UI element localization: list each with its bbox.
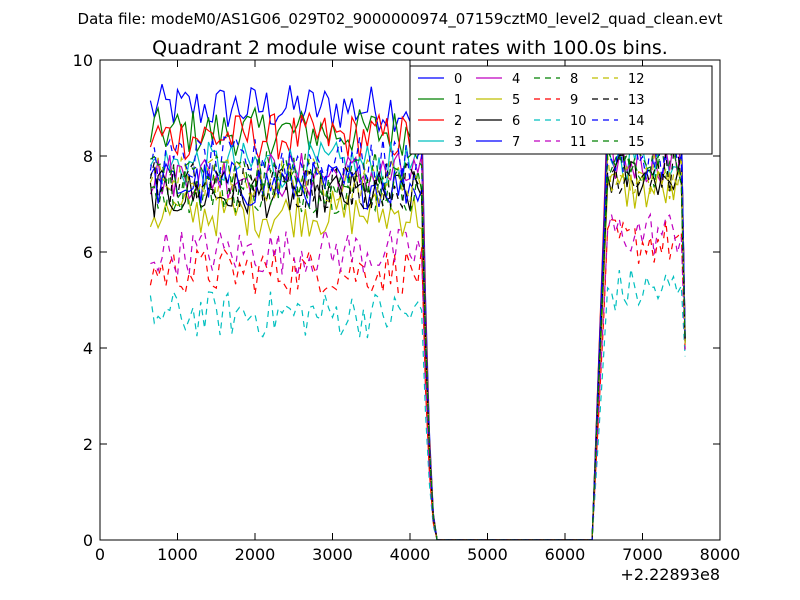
legend-label: 5 bbox=[512, 93, 520, 108]
legend-label: 12 bbox=[628, 72, 645, 87]
x-tick-label: 6000 bbox=[545, 545, 586, 564]
legend-label: 10 bbox=[570, 114, 587, 129]
x-tick-label: 2000 bbox=[235, 545, 276, 564]
x-offset-label: +2.22893e8 bbox=[620, 565, 720, 584]
data-file-suptitle: Data file: modeM0/AS1G06_029T02_90000009… bbox=[78, 10, 723, 29]
x-tick-label: 0 bbox=[95, 545, 105, 564]
legend-label: 7 bbox=[512, 135, 520, 150]
x-tick-label: 5000 bbox=[467, 545, 508, 564]
legend-label: 13 bbox=[628, 93, 645, 108]
x-tick-label: 3000 bbox=[312, 545, 353, 564]
series-line-10 bbox=[149, 268, 686, 540]
legend-label: 15 bbox=[628, 135, 645, 150]
legend-label: 6 bbox=[512, 114, 520, 129]
x-tick-label: 1000 bbox=[157, 545, 198, 564]
legend-label: 9 bbox=[570, 93, 578, 108]
series-line-13 bbox=[149, 145, 686, 540]
series-line-9 bbox=[149, 219, 686, 540]
legend-box bbox=[409, 65, 713, 155]
x-tick-label: 8000 bbox=[700, 545, 741, 564]
legend-label: 14 bbox=[628, 114, 645, 129]
legend-label: 8 bbox=[570, 72, 578, 87]
legend-label: 0 bbox=[454, 72, 462, 87]
y-tick-label: 0 bbox=[83, 531, 93, 550]
x-tick-label: 7000 bbox=[622, 545, 663, 564]
legend-label: 11 bbox=[570, 135, 587, 150]
y-tick-label: 8 bbox=[83, 147, 93, 166]
legend-label: 4 bbox=[512, 72, 520, 87]
series-line-15 bbox=[150, 140, 686, 540]
legend-label: 3 bbox=[454, 135, 462, 150]
chart-title: Quadrant 2 module wise count rates with … bbox=[152, 37, 668, 59]
y-tick-label: 4 bbox=[83, 339, 93, 358]
y-tick-label: 10 bbox=[73, 51, 93, 70]
y-tick-label: 6 bbox=[83, 243, 93, 262]
legend-label: 2 bbox=[454, 114, 462, 129]
x-tick-label: 4000 bbox=[390, 545, 431, 564]
series-line-11 bbox=[150, 212, 686, 540]
legend-label: 1 bbox=[454, 93, 462, 108]
y-tick-label: 2 bbox=[83, 435, 93, 454]
